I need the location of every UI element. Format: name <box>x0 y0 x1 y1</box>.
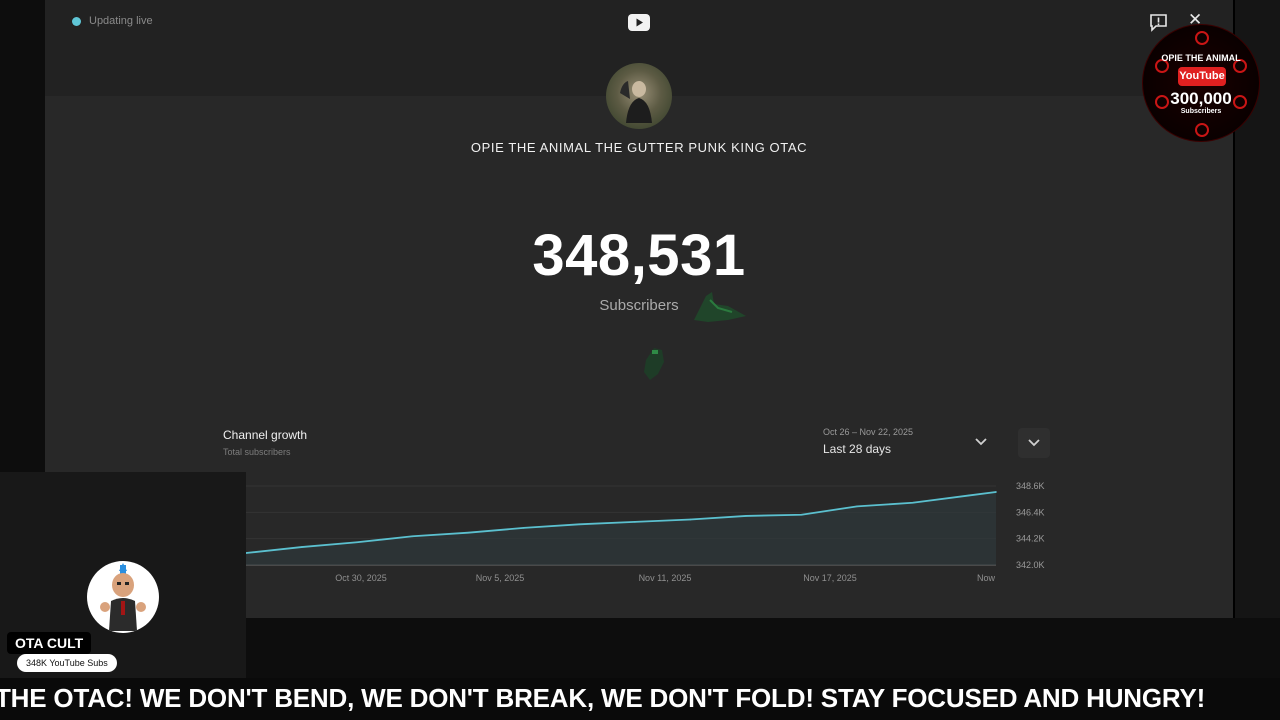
live-label: Updating live <box>89 15 153 27</box>
data-point <box>967 494 970 497</box>
anarchy-icon <box>1195 31 1209 45</box>
mascot-avatar <box>87 561 159 633</box>
ticker-bar <box>0 678 1280 720</box>
data-point <box>800 513 803 516</box>
data-point <box>634 521 636 523</box>
y-tick-label: 346.4K <box>1016 507 1045 517</box>
period-label[interactable]: Last 28 days <box>823 442 892 456</box>
data-point <box>745 515 747 517</box>
channel-avatar <box>606 63 672 129</box>
ticker-text: THE OTAC! WE DON'T BEND, WE DON'T BREAK,… <box>0 683 1206 713</box>
growth-chart: 348.6K 346.4K 344.2K 342.0K <box>246 481 1045 570</box>
glitch-artifact <box>644 348 664 380</box>
data-point <box>689 518 692 521</box>
x-tick-label: Nov 5, 2025 <box>475 573 525 583</box>
glitch-artifact <box>694 292 746 322</box>
data-point <box>578 523 581 526</box>
data-point <box>356 541 358 544</box>
series-area <box>246 491 996 565</box>
panel-border <box>1233 0 1235 618</box>
data-point <box>856 505 858 508</box>
x-tick-label: Oct 30, 2025 <box>335 573 387 583</box>
y-tick-label: 342.0K <box>1016 560 1045 570</box>
milestone-badge: OPIE THE ANIMAL YouTube 300,000 Subscrib… <box>1142 24 1260 142</box>
data-point <box>246 552 247 554</box>
chart-options-button[interactable] <box>1018 428 1050 458</box>
subscriber-label: Subscribers <box>599 297 679 314</box>
date-range: Oct 26 – Nov 22, 2025 <box>823 427 914 437</box>
live-status: Updating live <box>72 15 153 27</box>
x-tick-label: Nov 11, 2025 <box>638 573 692 583</box>
growth-subtitle: Total subscribers <box>223 447 291 457</box>
streamer-name: OTA CULT <box>7 632 92 654</box>
anarchy-icon <box>1233 95 1247 109</box>
anarchy-icon <box>1233 59 1247 73</box>
data-point <box>522 527 525 529</box>
live-dot-icon <box>72 16 81 26</box>
badge-title: OPIE THE ANIMAL <box>1161 53 1241 63</box>
data-point <box>995 491 997 493</box>
anarchy-icon <box>1155 59 1169 73</box>
x-tick-label: Nov 17, 2025 <box>803 573 857 583</box>
growth-title: Channel growth <box>223 428 308 442</box>
y-tick-label: 348.6K <box>1016 481 1045 491</box>
anarchy-icon <box>1195 123 1209 137</box>
x-tick-label: Now <box>976 573 996 583</box>
data-point <box>467 531 470 534</box>
anarchy-icon <box>1155 95 1169 109</box>
data-point <box>411 535 414 538</box>
youtube-icon[interactable] <box>628 14 650 31</box>
badge-number: 300,000 <box>1170 89 1232 108</box>
chevron-down-icon[interactable] <box>969 431 993 455</box>
channel-name: OPIE THE ANIMAL THE GUTTER PUNK KING OTA… <box>470 140 808 155</box>
y-tick-label: 344.2K <box>1016 534 1045 544</box>
subscriber-count: 348,531 <box>532 223 746 288</box>
badge-caption: Subscribers <box>1180 108 1222 115</box>
data-point <box>300 546 303 548</box>
feedback-icon[interactable] <box>1149 13 1168 32</box>
streamer-subs-pill: 348K YouTube Subs <box>17 654 117 672</box>
badge-platform: YouTube <box>1178 67 1226 86</box>
data-point <box>911 501 914 504</box>
